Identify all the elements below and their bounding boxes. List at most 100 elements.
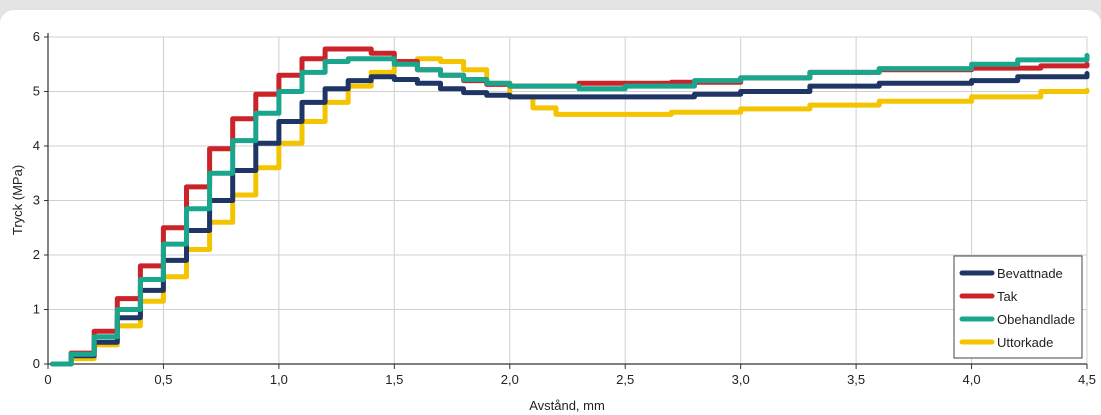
data-point <box>1015 57 1020 63</box>
chart-panel <box>0 10 1101 415</box>
data-point <box>230 116 235 121</box>
data-point <box>738 75 743 81</box>
data-point <box>253 92 258 97</box>
y-tick-label: 4 <box>33 138 40 153</box>
data-point <box>345 56 351 61</box>
x-tick-label: 1,5 <box>385 372 403 387</box>
data-point <box>369 56 374 61</box>
data-point <box>877 81 882 86</box>
data-point <box>184 206 189 211</box>
data-point <box>1015 74 1020 79</box>
data-point <box>392 62 397 67</box>
data-point <box>461 67 466 72</box>
data-point <box>322 46 328 52</box>
data-point <box>184 184 189 190</box>
data-point <box>1084 53 1090 58</box>
data-point <box>692 78 697 83</box>
data-point <box>669 80 674 85</box>
data-point <box>576 86 582 91</box>
data-point <box>322 86 328 91</box>
data-point <box>299 100 305 105</box>
data-point <box>461 90 466 95</box>
axes <box>44 33 1088 369</box>
x-tick-label: 2,5 <box>616 372 634 387</box>
data-point <box>115 307 120 312</box>
data-point <box>115 296 120 301</box>
data-point <box>68 351 74 357</box>
data-point <box>877 99 882 104</box>
data-point <box>1038 63 1044 69</box>
data-point <box>1084 62 1090 67</box>
data-point <box>276 119 282 124</box>
x-tick-label: 1,0 <box>270 372 288 387</box>
data-point <box>161 241 166 247</box>
data-point <box>161 225 166 230</box>
y-tick-label: 3 <box>33 193 40 208</box>
data-point <box>553 112 559 117</box>
legend-label: Uttorkade <box>997 335 1053 350</box>
data-point <box>91 334 97 339</box>
data-point <box>669 110 674 115</box>
legend-label: Bevattnade <box>997 266 1063 281</box>
data-point <box>738 106 743 112</box>
data-point <box>230 138 235 143</box>
data-point <box>322 59 328 64</box>
data-point <box>138 263 143 269</box>
data-point <box>461 77 466 82</box>
data-point <box>623 94 628 100</box>
data-point <box>807 102 813 108</box>
data-point <box>299 70 305 75</box>
data-point <box>877 66 882 71</box>
data-point <box>1038 89 1044 94</box>
x-tick-label: 4,5 <box>1078 372 1096 387</box>
y-tick-label: 2 <box>33 247 40 262</box>
data-point <box>345 78 351 83</box>
data-point <box>969 62 974 67</box>
y-tick-label: 0 <box>33 356 40 371</box>
data-point <box>415 81 420 86</box>
x-tick-label: 0 <box>44 372 51 387</box>
data-point <box>438 86 443 91</box>
data-point <box>438 72 443 78</box>
data-point <box>807 83 813 89</box>
data-point <box>345 46 351 52</box>
data-point <box>369 70 374 75</box>
series-lines <box>50 46 1090 367</box>
series-line-bevattnade <box>50 71 1090 367</box>
x-tick-label: 0,5 <box>154 372 172 387</box>
y-axis-title: Tryck (MPa) <box>10 165 25 235</box>
data-point <box>369 74 374 79</box>
data-point <box>1084 71 1090 76</box>
data-point <box>138 277 143 282</box>
x-tick-label: 3,0 <box>732 372 750 387</box>
x-axis-title: Avstånd, mm <box>529 398 605 413</box>
data-point <box>969 78 974 83</box>
data-point <box>692 92 697 97</box>
data-point <box>484 81 489 86</box>
legend: Bevattnade Tak Obehandlade Uttorkade <box>953 255 1083 359</box>
y-tick-label: 6 <box>33 29 40 44</box>
x-tick-label: 4,0 <box>963 372 981 387</box>
data-point <box>392 77 397 82</box>
data-point <box>507 83 512 89</box>
series-line-obehandlade <box>50 53 1090 367</box>
data-point <box>253 111 258 116</box>
data-point <box>207 171 212 176</box>
data-point <box>807 70 813 75</box>
x-tick-label: 2,0 <box>501 372 519 387</box>
data-point <box>484 93 489 98</box>
y-tick-label: 1 <box>33 302 40 317</box>
data-point <box>50 361 55 367</box>
data-point <box>299 56 305 61</box>
x-tick-labels: 0 0,5 1,0 1,5 2,0 2,5 3,0 3,5 4,0 4,5 <box>44 372 1096 387</box>
data-point <box>969 94 974 100</box>
y-tick-label: 5 <box>33 84 40 99</box>
data-point <box>1084 88 1090 93</box>
data-point <box>623 83 628 89</box>
data-point <box>599 112 605 117</box>
legend-label: Obehandlade <box>997 312 1075 327</box>
data-point <box>415 67 420 72</box>
data-point <box>276 72 282 78</box>
data-point <box>276 89 282 94</box>
